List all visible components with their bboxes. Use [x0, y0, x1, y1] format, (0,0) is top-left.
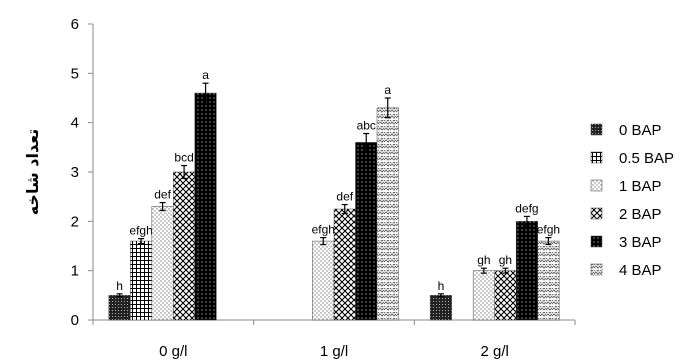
significance-letter: a [202, 68, 209, 82]
bar [472, 270, 495, 321]
significance-letter: efgh [129, 224, 152, 238]
significance-letter: efgh [312, 223, 335, 237]
y-tick-label: 5 [71, 65, 79, 82]
x-tick-label: 0 g/l [159, 343, 187, 360]
bar [151, 206, 174, 321]
y-axis-label: تعداد شاخه [23, 129, 42, 216]
significance-letter: def [336, 190, 353, 204]
y-tick-label: 1 [71, 263, 79, 280]
x-tick-label: 1 g/l [320, 343, 348, 360]
legend-swatch [590, 263, 603, 276]
legend-swatch [590, 123, 603, 136]
significance-letter: gh [499, 253, 512, 267]
legend-swatch [590, 235, 603, 248]
significance-letter: gh [477, 253, 490, 267]
bar [194, 92, 217, 321]
y-tick-label: 2 [71, 213, 79, 230]
significance-letter: defg [515, 201, 538, 215]
legend-label: 2 BAP [619, 206, 662, 223]
legend-label: 3 BAP [619, 234, 662, 251]
bar [515, 221, 538, 321]
bar [333, 208, 356, 321]
bar [494, 270, 517, 321]
legend-swatch [590, 207, 603, 220]
y-tick-label: 6 [71, 16, 79, 33]
bar [429, 295, 452, 321]
y-tick-label: 0 [71, 312, 79, 329]
legend-swatch [590, 179, 603, 192]
bar [108, 295, 131, 321]
legend-swatch [590, 151, 603, 164]
significance-letter: h [116, 279, 123, 293]
significance-letter: efgh [537, 223, 560, 237]
legend-label: 0.5 BAP [619, 150, 674, 167]
significance-letter: abc [357, 119, 376, 133]
bar [376, 107, 399, 321]
legend-label: 0 BAP [619, 122, 662, 139]
bar [173, 171, 196, 321]
significance-letter: bcd [174, 151, 193, 165]
bar [355, 142, 378, 321]
y-tick-label: 4 [71, 115, 79, 132]
significance-letter: def [154, 188, 171, 202]
significance-letter: h [438, 279, 445, 293]
significance-letter: a [384, 83, 391, 97]
bar [130, 240, 153, 321]
legend-label: 1 BAP [619, 178, 662, 195]
bar [537, 240, 560, 321]
bar [312, 240, 335, 321]
x-tick-label: 2 g/l [480, 343, 508, 360]
y-tick-label: 3 [71, 164, 79, 181]
legend-label: 4 BAP [619, 262, 662, 279]
